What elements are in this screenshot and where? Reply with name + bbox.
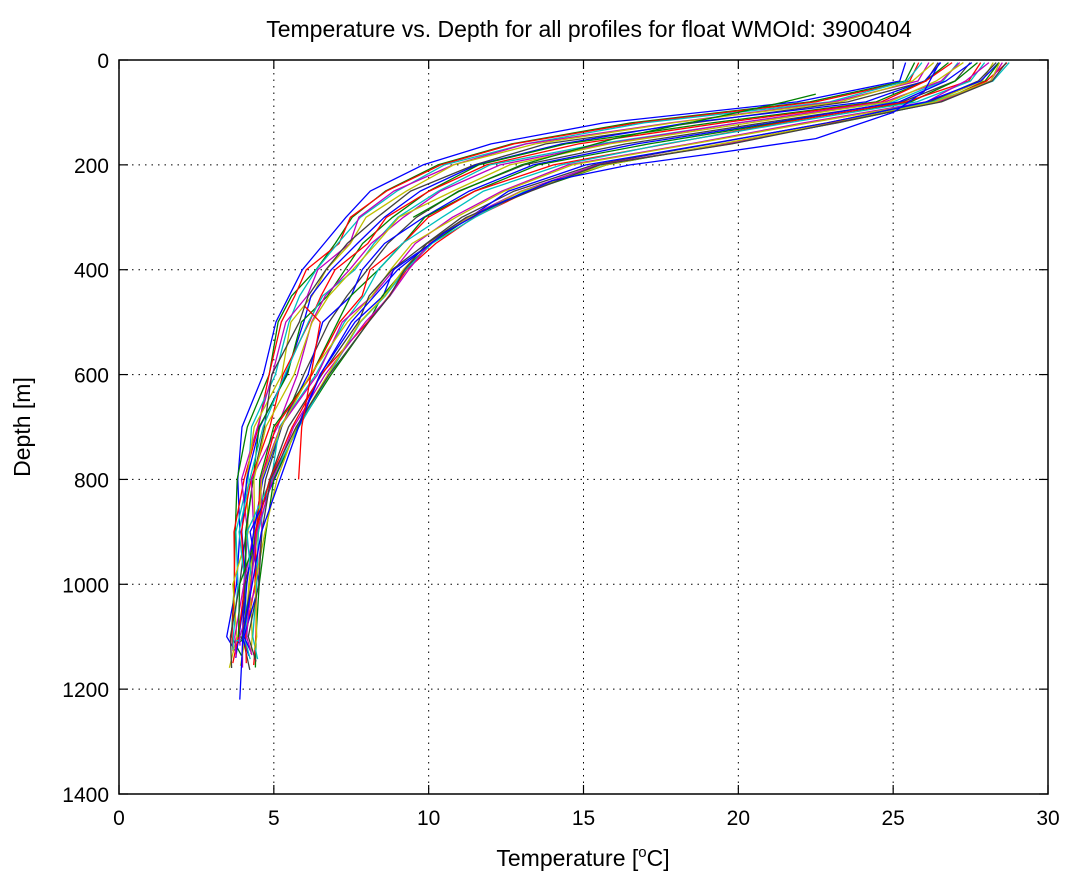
x-axis-title: Temperature [oC] [496,844,669,871]
temperature-profile [244,62,982,664]
y-tick-label: 800 [74,469,109,492]
temperature-profile [243,62,986,660]
temperature-profile [253,62,1008,666]
temperature-profile [412,93,816,218]
temperature-profile [239,62,941,700]
temperature-profile [243,62,1000,652]
plot-area [226,62,1010,700]
y-tick-label: 200 [74,155,109,178]
temperature-profile [232,62,923,651]
temperature-profile [241,62,973,657]
profiles-layer [226,62,1010,700]
tick-layer: 0 5 10 15 20 25 30 0 200 400 600 800 1000 1200 1400 [62,50,1059,830]
y-tick-label: 400 [74,260,109,283]
temperature-profile [238,62,949,644]
x-axis-title-suffix: C] [647,845,670,871]
x-tick-label: 20 [727,807,750,830]
temperature-profile [241,62,971,671]
temperature-profile [254,62,1000,668]
x-tick-label: 30 [1036,807,1059,830]
y-tick-label: 1400 [62,784,109,807]
chart-title: Temperature vs. Depth for all profiles f… [266,16,912,42]
y-tick-label: 1200 [62,679,109,702]
grid-layer [119,60,1048,794]
temperature-profile [249,62,994,655]
temperature-profile [247,62,1007,662]
x-tick-label: 25 [881,807,904,830]
y-tick-label: 1000 [62,574,109,597]
y-tick-label: 0 [97,50,109,73]
x-axis-title-superscript: o [638,844,646,861]
x-tick-label: 10 [417,807,440,830]
y-axis-title: Depth [m] [9,377,35,477]
temperature-profile [226,62,907,654]
y-tick-label: 600 [74,365,109,388]
temperature-profile [240,62,930,668]
x-axis-title-prefix: Temperature [ [496,845,639,871]
temperature-profile [231,62,920,652]
temperature-profile [253,62,1001,650]
temperature-profile [297,305,321,480]
x-tick-label: 5 [268,807,280,830]
temperature-profile [232,62,953,664]
temperature-profile [252,62,1010,660]
x-tick-label: 15 [572,807,595,830]
x-tick-label: 0 [113,807,125,830]
